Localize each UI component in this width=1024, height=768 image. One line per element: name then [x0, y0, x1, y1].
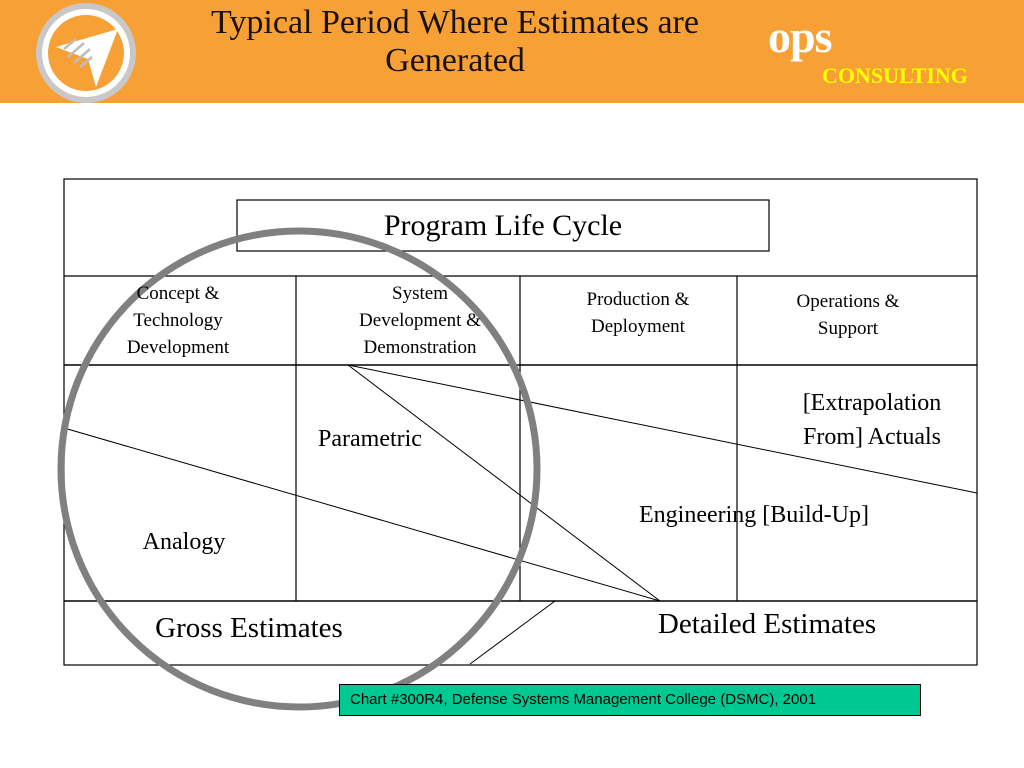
brand-ops: ops — [768, 11, 832, 62]
detailed-estimates-label: Detailed Estimates — [657, 608, 877, 640]
actuals-boundary-line — [347, 364, 978, 494]
phase-label-line: Operations & — [796, 291, 900, 312]
gross-estimates-label: Gross Estimates — [155, 612, 343, 644]
analogy-boundary-line — [63, 427, 661, 602]
method-engineering: Engineering [Build-Up] — [639, 502, 869, 528]
phase-label-line: System — [392, 283, 448, 304]
method-analogy: Analogy — [142, 529, 226, 555]
page-title: Typical Period Where Estimates are Gener… — [150, 4, 760, 80]
method-parametric: Parametric — [318, 426, 422, 452]
title-line-1: Typical Period Where Estimates are — [211, 4, 699, 41]
highlight-circle — [57, 227, 541, 711]
phase-label-line: Concept & — [136, 283, 220, 304]
phase-label-line: Development & — [359, 310, 481, 331]
logo-icon — [36, 3, 136, 103]
method-extrapolation-actuals: [Extrapolation From] Actuals — [782, 386, 962, 454]
phase-operations-support: Operations & Support — [770, 288, 926, 342]
title-line-2: Generated — [385, 42, 525, 79]
source-caption: Chart #300R4, Defense Systems Management… — [339, 684, 921, 716]
phase-label-line: Development — [126, 337, 230, 358]
life-cycle-label: Program Life Cycle — [383, 209, 623, 242]
phase-concept-technology: Concept & Technology Development — [98, 280, 258, 361]
brand-consulting: CONSULTING — [822, 63, 968, 88]
phase-label-line: Demonstration — [363, 337, 477, 358]
life-cycle-box — [236, 199, 770, 252]
phase-label-line: Technology — [133, 310, 223, 331]
header-banner: Typical Period Where Estimates are Gener… — [0, 0, 1024, 103]
phase-label-line: Support — [817, 318, 879, 339]
phase-system-development: System Development & Demonstration — [330, 280, 510, 361]
estimates-connector-line — [469, 600, 556, 665]
method-label-line: [Extrapolation — [802, 390, 942, 416]
phase-label-line: Production & — [586, 289, 690, 310]
phase-label-line: Deployment — [591, 316, 685, 337]
phase-production-deployment: Production & Deployment — [560, 286, 716, 340]
method-label-line: From] Actuals — [803, 424, 941, 450]
parametric-boundary-line — [347, 364, 661, 602]
